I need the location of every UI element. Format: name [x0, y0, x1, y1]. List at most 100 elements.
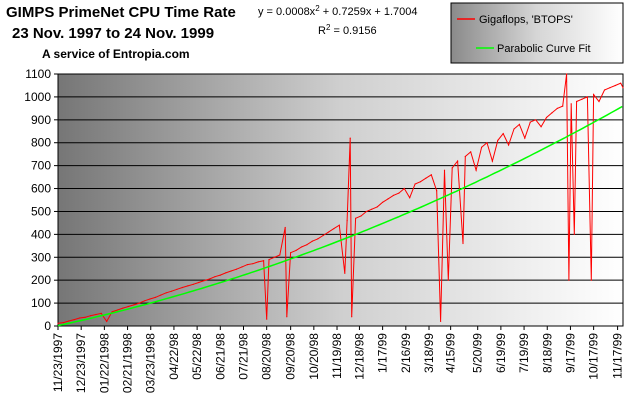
- xtick-label-7: 06/21/98: [213, 333, 227, 380]
- point-gigaflops-2: [68, 320, 70, 322]
- point-gigaflops-38: [263, 260, 265, 262]
- point-gigaflops-114: [622, 87, 624, 89]
- legend: Gigaflops, 'BTOPS' Parabolic Curve Fit: [450, 2, 624, 64]
- point-gigaflops-13: [127, 305, 129, 308]
- xtick-label-21: 8/18/99: [540, 333, 554, 373]
- point-gigaflops-5: [84, 316, 86, 318]
- point-gigaflops-69: [409, 197, 411, 199]
- point-gigaflops-4: [79, 317, 81, 319]
- ytick-label-900: 900: [31, 113, 51, 127]
- point-gigaflops-62: [371, 208, 373, 210]
- point-gigaflops-26: [198, 281, 200, 284]
- point-gigaflops-12: [122, 307, 124, 309]
- ytick-label-0: 0: [44, 319, 51, 333]
- point-gigaflops-24: [187, 285, 189, 287]
- xtick-label-6: 05/22/98: [190, 333, 204, 380]
- point-gigaflops-46: [295, 249, 297, 251]
- legend-label-fit: Parabolic Curve Fit: [497, 43, 591, 55]
- r-squared: R2 = 0.9156: [318, 23, 377, 37]
- point-gigaflops-33: [235, 268, 238, 270]
- point-gigaflops-94: [535, 119, 537, 121]
- xtick-label-16: 3/18/99: [422, 333, 436, 373]
- point-gigaflops-106: [586, 96, 589, 98]
- point-gigaflops-7: [95, 313, 97, 316]
- point-gigaflops-71: [419, 181, 422, 183]
- fit-equation: y = 0.0008x2 + 0.7259x + 1.7004: [258, 4, 418, 18]
- point-gigaflops-37: [257, 261, 259, 263]
- point-gigaflops-44: [286, 316, 288, 318]
- point-gigaflops-72: [425, 177, 427, 179]
- point-gigaflops-84: [481, 146, 483, 148]
- point-gigaflops-47: [300, 246, 303, 248]
- xtick-label-5: 04/22/98: [167, 333, 181, 380]
- point-gigaflops-53: [333, 228, 335, 230]
- xtick-label-24: 11/17/99: [611, 333, 625, 379]
- point-gigaflops-15: [138, 302, 140, 304]
- point-gigaflops-58: [351, 316, 353, 318]
- point-gigaflops-81: [464, 155, 466, 158]
- point-gigaflops-49: [311, 240, 313, 242]
- xtick-label-12: 11/19/98: [330, 333, 344, 379]
- point-gigaflops-73: [430, 174, 432, 176]
- point-gigaflops-51: [322, 234, 324, 237]
- point-gigaflops-32: [230, 270, 232, 272]
- ytick-label-300: 300: [31, 250, 51, 264]
- point-gigaflops-28: [208, 278, 211, 280]
- point-gigaflops-63: [376, 206, 378, 208]
- point-gigaflops-25: [192, 283, 194, 285]
- point-gigaflops-8: [100, 312, 102, 314]
- point-gigaflops-21: [171, 290, 173, 292]
- point-gigaflops-57: [349, 137, 351, 139]
- legend-label-gigaflops: Gigaflops, 'BTOPS': [479, 14, 573, 26]
- point-gigaflops-108: [593, 94, 595, 96]
- xtick-label-17: 4/15/99: [444, 333, 458, 373]
- point-gigaflops-65: [387, 198, 389, 200]
- xtick-label-10: 09/20/98: [284, 333, 298, 380]
- point-gigaflops-70: [414, 183, 416, 185]
- point-gigaflops-68: [403, 187, 405, 190]
- ytick-label-800: 800: [31, 136, 51, 150]
- point-gigaflops-6: [89, 315, 92, 317]
- point-gigaflops-103: [573, 233, 575, 235]
- xtick-label-1: 12/23/1997: [74, 333, 88, 393]
- point-gigaflops-100: [566, 73, 568, 75]
- point-gigaflops-107: [590, 279, 592, 281]
- xtick-label-19: 6/19/99: [494, 333, 508, 373]
- point-gigaflops-98: [556, 107, 558, 109]
- point-gigaflops-104: [576, 100, 578, 103]
- ytick-label-1000: 1000: [24, 90, 51, 104]
- point-gigaflops-43: [284, 226, 286, 229]
- point-gigaflops-92: [524, 137, 526, 139]
- point-gigaflops-61: [365, 210, 367, 213]
- point-gigaflops-56: [346, 220, 348, 222]
- ytick-label-200: 200: [31, 273, 51, 287]
- chart-title: GIMPS PrimeNet CPU Time Rate: [6, 4, 236, 21]
- point-gigaflops-29: [214, 276, 216, 278]
- ytick-label-500: 500: [31, 204, 51, 218]
- point-gigaflops-93: [529, 121, 531, 123]
- xtick-label-3: 02/21/1998: [121, 333, 135, 393]
- point-gigaflops-11: [116, 309, 119, 311]
- point-gigaflops-91: [518, 123, 521, 125]
- point-gigaflops-60: [360, 215, 362, 217]
- ytick-label-100: 100: [31, 296, 51, 310]
- point-gigaflops-48: [306, 244, 308, 246]
- xtick-label-0: 11/23/1997: [51, 333, 65, 392]
- point-gigaflops-97: [551, 112, 553, 114]
- point-gigaflops-99: [562, 105, 564, 107]
- point-gigaflops-67: [398, 192, 400, 194]
- point-gigaflops-101: [568, 279, 570, 281]
- point-gigaflops-17: [149, 298, 151, 300]
- point-gigaflops-102: [570, 103, 572, 105]
- point-gigaflops-109: [598, 100, 600, 103]
- xtick-label-23: 10/17/99: [587, 333, 601, 380]
- point-gigaflops-82: [470, 151, 472, 153]
- xtick-label-22: 9/17/99: [563, 333, 577, 373]
- series-fit-curve: [57, 105, 623, 327]
- point-gigaflops-64: [382, 201, 384, 203]
- point-gigaflops-19: [160, 294, 162, 296]
- point-gigaflops-52: [327, 231, 330, 233]
- point-gigaflops-78: [451, 167, 453, 169]
- ytick-label-400: 400: [31, 227, 51, 241]
- point-gigaflops-66: [392, 194, 394, 196]
